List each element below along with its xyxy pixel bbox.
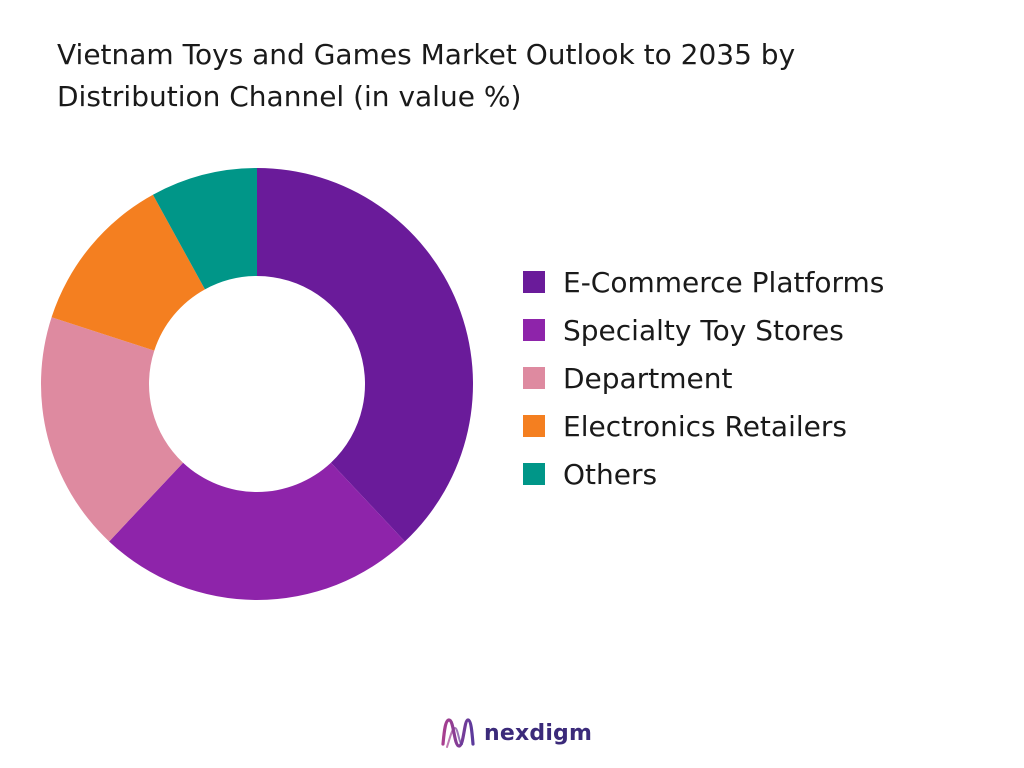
- slice-specialty-toy-stores: [109, 462, 405, 600]
- legend-label: Department: [563, 361, 733, 395]
- legend-label: E-Commerce Platforms: [563, 265, 885, 299]
- slice-e-commerce-platforms: [257, 168, 473, 542]
- legend-item: Department: [523, 354, 884, 402]
- legend-swatch: [523, 319, 545, 341]
- legend-swatch: [523, 271, 545, 293]
- legend-item: E-Commerce Platforms: [523, 258, 884, 306]
- legend-item: Specialty Toy Stores: [523, 306, 884, 354]
- slice-electronics-retailers: [51, 194, 205, 351]
- chart-title: Vietnam Toys and Games Market Outlook to…: [57, 38, 796, 113]
- brand-name: nexdigm: [484, 720, 593, 746]
- legend-label: Specialty Toy Stores: [563, 313, 844, 347]
- legend-label: Electronics Retailers: [563, 409, 847, 443]
- legend-item: Electronics Retailers: [523, 402, 884, 450]
- nexdigm-logo-icon: [441, 718, 475, 748]
- legend-swatch: [523, 463, 545, 485]
- legend-item: Others: [523, 450, 884, 498]
- legend-label: Others: [563, 457, 658, 491]
- slice-department: [41, 317, 184, 542]
- brand-logo: nexdigm: [438, 714, 592, 752]
- chart-legend: E-Commerce Platforms Specialty Toy Stores…: [523, 258, 884, 498]
- slice-others: [152, 168, 257, 290]
- legend-swatch: [523, 415, 545, 437]
- legend-swatch: [523, 367, 545, 389]
